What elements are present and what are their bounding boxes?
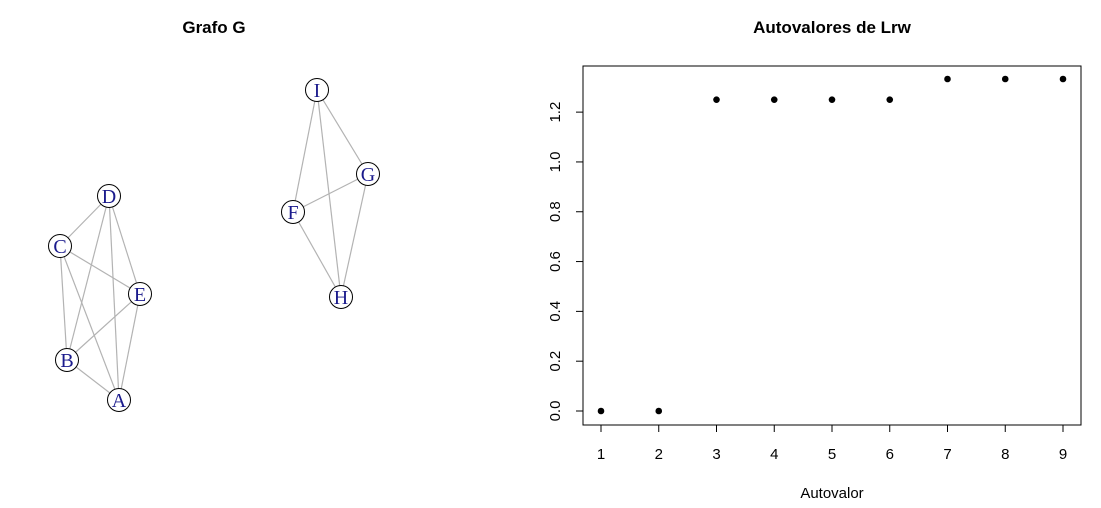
x-tick-label: 9 [1059,446,1067,463]
node-label: D [102,186,116,208]
node-A: A [107,388,131,412]
y-tick-label: 0.4 [547,301,564,322]
data-points [597,75,1067,415]
edge-F-H [292,211,342,298]
node-G: G [356,162,380,186]
x-tick-label: 7 [943,446,951,463]
edge-C-E [59,245,141,295]
edge-A-D [108,195,120,401]
node-circle [305,78,329,102]
plot-frame [582,65,1082,426]
data-point [713,96,720,103]
x-tick-label: 8 [1001,446,1009,463]
x-tick-label: 6 [886,446,894,463]
y-tick-label: 0.0 [547,401,564,422]
y-axis: 0.0 0.2 0.4 0.6 0.8 1.0 1.2 [547,102,584,422]
graph-panel: Grafo G A B C D E F G H I [48,18,380,412]
data-point [1059,75,1067,83]
data-point [944,75,951,83]
node-label: I [314,80,321,102]
node-circle [55,348,79,372]
node-H: H [329,285,353,309]
y-tick-label: 0.8 [547,201,564,222]
y-tick-label: 1.2 [547,102,564,123]
edge-D-E [108,195,141,295]
y-tick-label: 1.0 [547,152,564,173]
y-tick-label: 0.2 [547,351,564,372]
x-tick-label: 2 [655,446,663,463]
data-point [1001,75,1009,83]
edge-B-C [59,245,68,361]
node-circle [107,388,131,412]
chart-title: Autovalores de Lrw [753,18,912,37]
node-I: I [305,78,329,102]
node-B: B [55,348,79,372]
edge-A-E [118,293,141,401]
node-E: E [128,282,152,306]
edge-G-H [340,173,369,298]
data-point [886,96,894,103]
graph-edges [59,89,369,401]
edge-B-D [66,195,110,361]
node-label: B [60,350,73,372]
node-circle [356,162,380,186]
edge-A-C [59,245,120,401]
x-axis-label: Autovalor [800,485,863,502]
node-circle [281,200,305,224]
x-axis: 1 2 3 4 5 6 7 8 9 [597,424,1067,463]
node-circle [329,285,353,309]
node-label: H [334,287,348,309]
node-label: C [53,236,66,258]
y-tick-label: 0.6 [547,251,564,272]
node-label: E [134,284,146,306]
node-label: A [112,390,127,412]
node-label: F [287,202,298,224]
data-point [655,407,663,415]
edge-F-G [292,173,369,213]
data-point [828,96,836,103]
node-C: C [48,234,72,258]
node-D: D [97,184,121,208]
x-tick-label: 3 [712,446,720,463]
node-F: F [281,200,305,224]
data-point [597,407,605,415]
graph-nodes: A B C D E F G H I [48,78,380,412]
x-tick-label: 5 [828,446,836,463]
edge-H-I [316,89,342,298]
edge-F-I [292,89,318,213]
edge-G-I [316,89,369,175]
edge-B-E [66,293,141,361]
node-circle [128,282,152,306]
x-tick-label: 4 [770,446,778,463]
data-point [770,96,778,103]
node-circle [97,184,121,208]
node-label: G [361,164,375,186]
x-tick-label: 1 [597,446,605,463]
node-circle [48,234,72,258]
graph-title: Grafo G [182,18,245,37]
